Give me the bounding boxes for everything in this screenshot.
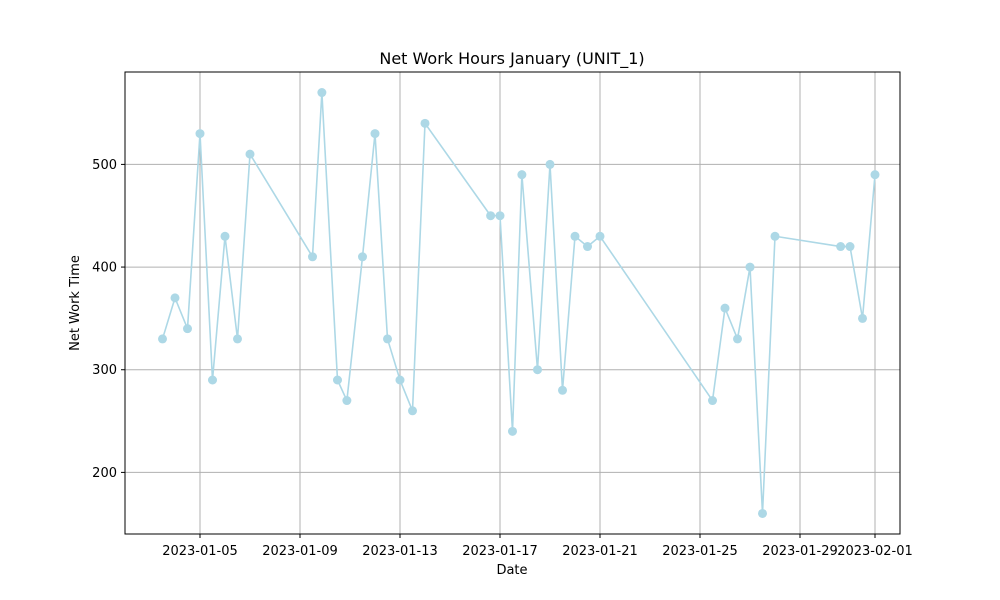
- data-point: [745, 262, 755, 272]
- data-point: [583, 242, 592, 252]
- data-point: [317, 88, 327, 98]
- x-tick-label: 2023-01-13: [362, 544, 438, 559]
- x-tick-label: 2023-01-29: [762, 544, 838, 559]
- data-point: [333, 375, 342, 385]
- data-point: [170, 293, 180, 303]
- data-point: [245, 149, 255, 159]
- data-point: [733, 334, 742, 344]
- data-point: [758, 508, 767, 518]
- data-point: [486, 211, 496, 221]
- chart-title: Net Work Hours January (UNIT_1): [379, 49, 644, 69]
- x-tick-label: 2023-01-09: [262, 544, 338, 559]
- series-line: [161, 91, 876, 515]
- data-point: [517, 170, 527, 180]
- y-tick-label: 300: [92, 363, 117, 378]
- x-axis-ticks: 2023-01-05 2023-01-09 2023-01-13 2023-01-17…: [162, 534, 913, 559]
- data-point: [158, 334, 167, 344]
- data-point: [220, 231, 230, 241]
- data-point: [570, 231, 580, 241]
- x-axis-label: Date: [496, 563, 527, 578]
- data-point: [858, 313, 867, 323]
- data-point: [395, 375, 405, 385]
- data-point: [183, 324, 192, 334]
- data-point: [533, 365, 542, 375]
- data-point: [545, 159, 555, 169]
- data-point: [308, 252, 317, 262]
- data-point: [208, 375, 217, 385]
- data-point: [720, 303, 730, 313]
- x-tick-label: 2023-01-05: [162, 544, 238, 559]
- plot-area-frame: [124, 71, 901, 535]
- data-point: [495, 211, 505, 221]
- data-point: [370, 129, 380, 139]
- y-tick-label: 400: [92, 261, 117, 276]
- data-point: [870, 170, 880, 180]
- x-tick-label: 2023-02-01: [837, 544, 913, 559]
- x-tick-label: 2023-01-21: [562, 544, 638, 559]
- data-point: [342, 396, 352, 406]
- y-axis-label: Net Work Time: [68, 255, 83, 351]
- x-tick-label: 2023-01-25: [662, 544, 738, 559]
- data-point: [383, 334, 392, 344]
- data-point: [845, 242, 855, 252]
- data-point: [708, 396, 717, 406]
- data-point: [770, 231, 780, 241]
- data-point: [836, 242, 846, 252]
- data-point: [595, 231, 605, 241]
- data-point: [195, 129, 205, 139]
- y-axis-ticks: 200 300 400 500: [92, 158, 125, 481]
- data-point: [420, 118, 430, 128]
- x-tick-label: 2023-01-17: [462, 544, 538, 559]
- y-tick-label: 500: [92, 158, 117, 173]
- y-tick-label: 200: [92, 466, 117, 481]
- data-point: [358, 252, 367, 262]
- data-point: [408, 406, 417, 416]
- data-point: [508, 426, 517, 436]
- series-line-layer: [161, 91, 876, 515]
- data-point: [233, 334, 242, 344]
- data-point: [558, 385, 567, 395]
- grid-lines: [125, 72, 900, 534]
- data-points: [158, 88, 880, 518]
